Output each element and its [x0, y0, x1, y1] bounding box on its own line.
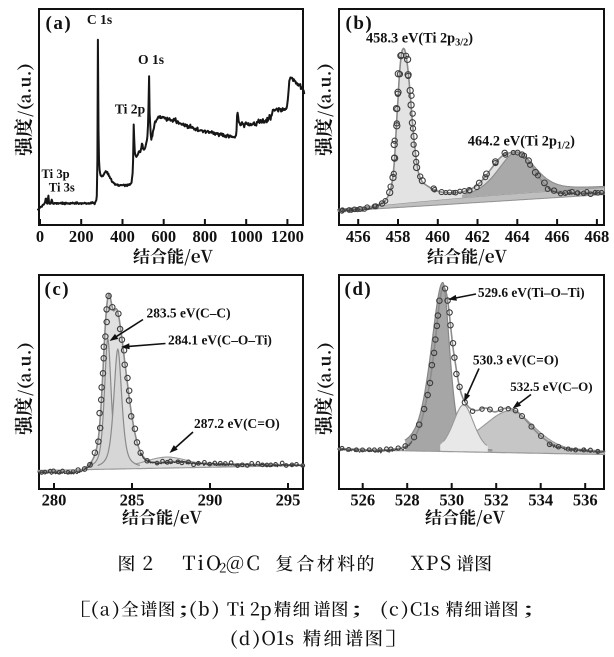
svg-text:400: 400	[110, 227, 135, 246]
svg-text:Ti 2p: Ti 2p	[115, 102, 146, 117]
svg-text:532: 532	[484, 491, 509, 510]
svg-text:529.6 eV(Ti–O–Ti): 529.6 eV(Ti–O–Ti)	[478, 285, 585, 300]
svg-text:0: 0	[36, 227, 44, 246]
svg-text:456: 456	[346, 227, 371, 246]
svg-text:280: 280	[42, 491, 67, 510]
svg-text:C 1s: C 1s	[87, 12, 112, 27]
svg-text:(c): (c)	[45, 279, 71, 300]
svg-text:1200: 1200	[271, 227, 304, 246]
svg-text:285: 285	[120, 491, 145, 510]
svg-text:526: 526	[350, 491, 375, 510]
svg-text:1000: 1000	[230, 227, 263, 246]
svg-text:528: 528	[395, 491, 420, 510]
svg-text:Ti 3p: Ti 3p	[42, 167, 70, 181]
svg-text:(a): (a)	[46, 13, 73, 34]
svg-text:462: 462	[465, 227, 490, 246]
svg-text:468: 468	[585, 227, 610, 246]
svg-text:Ti 3s: Ti 3s	[49, 181, 75, 195]
svg-text:466: 466	[545, 227, 570, 246]
svg-text:530.3 eV(C=O): 530.3 eV(C=O)	[473, 353, 559, 368]
svg-text:464: 464	[505, 227, 530, 246]
svg-text:530: 530	[439, 491, 464, 510]
svg-text:200: 200	[69, 227, 94, 246]
svg-text:283.5 eV(C–C): 283.5 eV(C–C)	[147, 306, 231, 321]
svg-text:284.1 eV(C–O–Ti): 284.1 eV(C–O–Ti)	[168, 333, 272, 348]
svg-text:464.2 eV(Ti 2p1/2): 464.2 eV(Ti 2p1/2)	[468, 134, 575, 152]
svg-text:(b): (b)	[346, 13, 374, 34]
svg-text:600: 600	[151, 227, 176, 246]
svg-text:O 1s: O 1s	[138, 52, 164, 67]
svg-text:536: 536	[573, 491, 598, 510]
svg-text:(d): (d)	[345, 279, 373, 300]
svg-text:287.2 eV(C=O): 287.2 eV(C=O)	[194, 416, 280, 431]
svg-text:532.5 eV(C–O): 532.5 eV(C–O)	[510, 379, 592, 394]
svg-text:800: 800	[193, 227, 218, 246]
svg-text:290: 290	[198, 491, 223, 510]
svg-text:458: 458	[386, 227, 411, 246]
svg-text:458.3 eV(Ti 2p3/2): 458.3 eV(Ti 2p3/2)	[366, 31, 473, 49]
svg-text:534: 534	[528, 491, 553, 510]
svg-text:295: 295	[276, 491, 301, 510]
svg-text:460: 460	[425, 227, 450, 246]
